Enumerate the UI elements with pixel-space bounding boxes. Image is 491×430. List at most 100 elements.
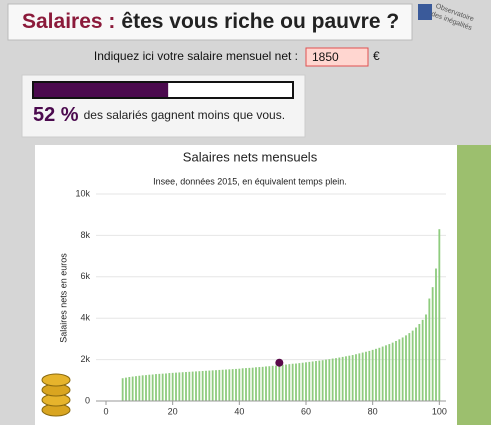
bar [425, 314, 427, 401]
y-axis-label: Salaires nets en euros [58, 253, 68, 343]
bar [275, 365, 277, 401]
bar [311, 361, 314, 401]
bar [198, 371, 201, 401]
bar [241, 368, 244, 401]
unit: € [373, 49, 380, 63]
y-tick-label: 8k [80, 230, 90, 240]
chart-subtitle: Insee, données 2015, en équivalent temps… [153, 176, 347, 186]
bar [211, 370, 214, 401]
bar [208, 370, 211, 401]
bar [191, 371, 194, 401]
bar [355, 354, 357, 401]
bar [358, 353, 361, 401]
bar [378, 347, 381, 401]
bar [321, 360, 324, 401]
bar [228, 369, 231, 401]
salary-input[interactable] [305, 47, 369, 67]
bar [121, 378, 124, 401]
title: Salaires : êtes vous riche ou pauvre ? [22, 10, 399, 33]
bar [248, 367, 251, 401]
bar [171, 372, 174, 401]
bar [301, 362, 304, 401]
bar [335, 358, 337, 401]
bar [205, 370, 207, 401]
bar [148, 374, 151, 401]
bar [315, 361, 317, 401]
bar [295, 363, 297, 401]
bar [325, 359, 327, 401]
bar [371, 349, 374, 401]
bar [218, 369, 221, 401]
bar [255, 367, 257, 401]
bar [291, 363, 294, 401]
bar [168, 373, 171, 401]
bar [361, 352, 364, 401]
x-tick-label: 60 [301, 406, 311, 416]
bar [258, 367, 261, 401]
logo-icon [418, 4, 432, 20]
result: 52 % des salariés gagnent moins que vous. [33, 104, 285, 126]
bar [285, 364, 287, 401]
x-tick-label: 20 [168, 406, 178, 416]
y-tick-label: 2k [80, 354, 90, 364]
bar [151, 374, 154, 401]
bar [401, 337, 404, 401]
bar [365, 351, 367, 401]
bar [418, 323, 421, 401]
bar [185, 372, 187, 401]
bar [278, 365, 281, 401]
form-label: Indiquez ici votre salaire mensuel net : [94, 49, 298, 63]
bar [348, 355, 351, 401]
bar [331, 358, 334, 401]
bar [351, 355, 354, 401]
y-tick-label: 0 [85, 395, 90, 405]
bar [225, 369, 227, 401]
bar [415, 327, 417, 401]
bar [341, 356, 344, 401]
bar [405, 335, 407, 401]
bar [201, 370, 204, 401]
result-percent: 52 % [33, 104, 79, 126]
bar [245, 368, 247, 401]
bar [221, 369, 224, 401]
bar [375, 348, 377, 401]
bar [165, 373, 167, 401]
bar [215, 370, 217, 401]
header-banner [7, 3, 413, 41]
x-tick-label: 40 [234, 406, 244, 416]
bar [338, 357, 341, 401]
bar [161, 373, 164, 401]
plot: 0 2k 4k 6k 8k 10k 0 20 40 60 80 100 [75, 188, 446, 416]
bar [435, 268, 437, 401]
bar [305, 362, 307, 401]
bar [268, 366, 271, 401]
bar [238, 368, 241, 401]
bar [141, 375, 144, 401]
bar [158, 373, 161, 401]
bar [308, 361, 311, 401]
bar [128, 376, 131, 401]
bar [391, 342, 394, 401]
bar [181, 372, 184, 401]
bar [288, 364, 291, 401]
salary-value[interactable]: 1850 [312, 50, 339, 64]
bar [131, 376, 134, 401]
bar [265, 366, 267, 401]
bar [421, 319, 424, 401]
bar [195, 371, 197, 401]
bar [428, 298, 431, 401]
bar [125, 377, 127, 401]
y-tick-label: 10k [75, 188, 90, 198]
bar [188, 371, 191, 401]
bar [395, 340, 397, 401]
title-accent: Salaires : [22, 10, 115, 33]
bar [145, 375, 147, 401]
bar [175, 372, 177, 401]
bar [411, 330, 414, 401]
chart-title: Salaires nets mensuels [183, 149, 318, 164]
result-text: des salariés gagnent moins que vous. [84, 108, 285, 122]
bar [178, 372, 181, 401]
bar [155, 374, 157, 401]
coins [41, 373, 71, 417]
